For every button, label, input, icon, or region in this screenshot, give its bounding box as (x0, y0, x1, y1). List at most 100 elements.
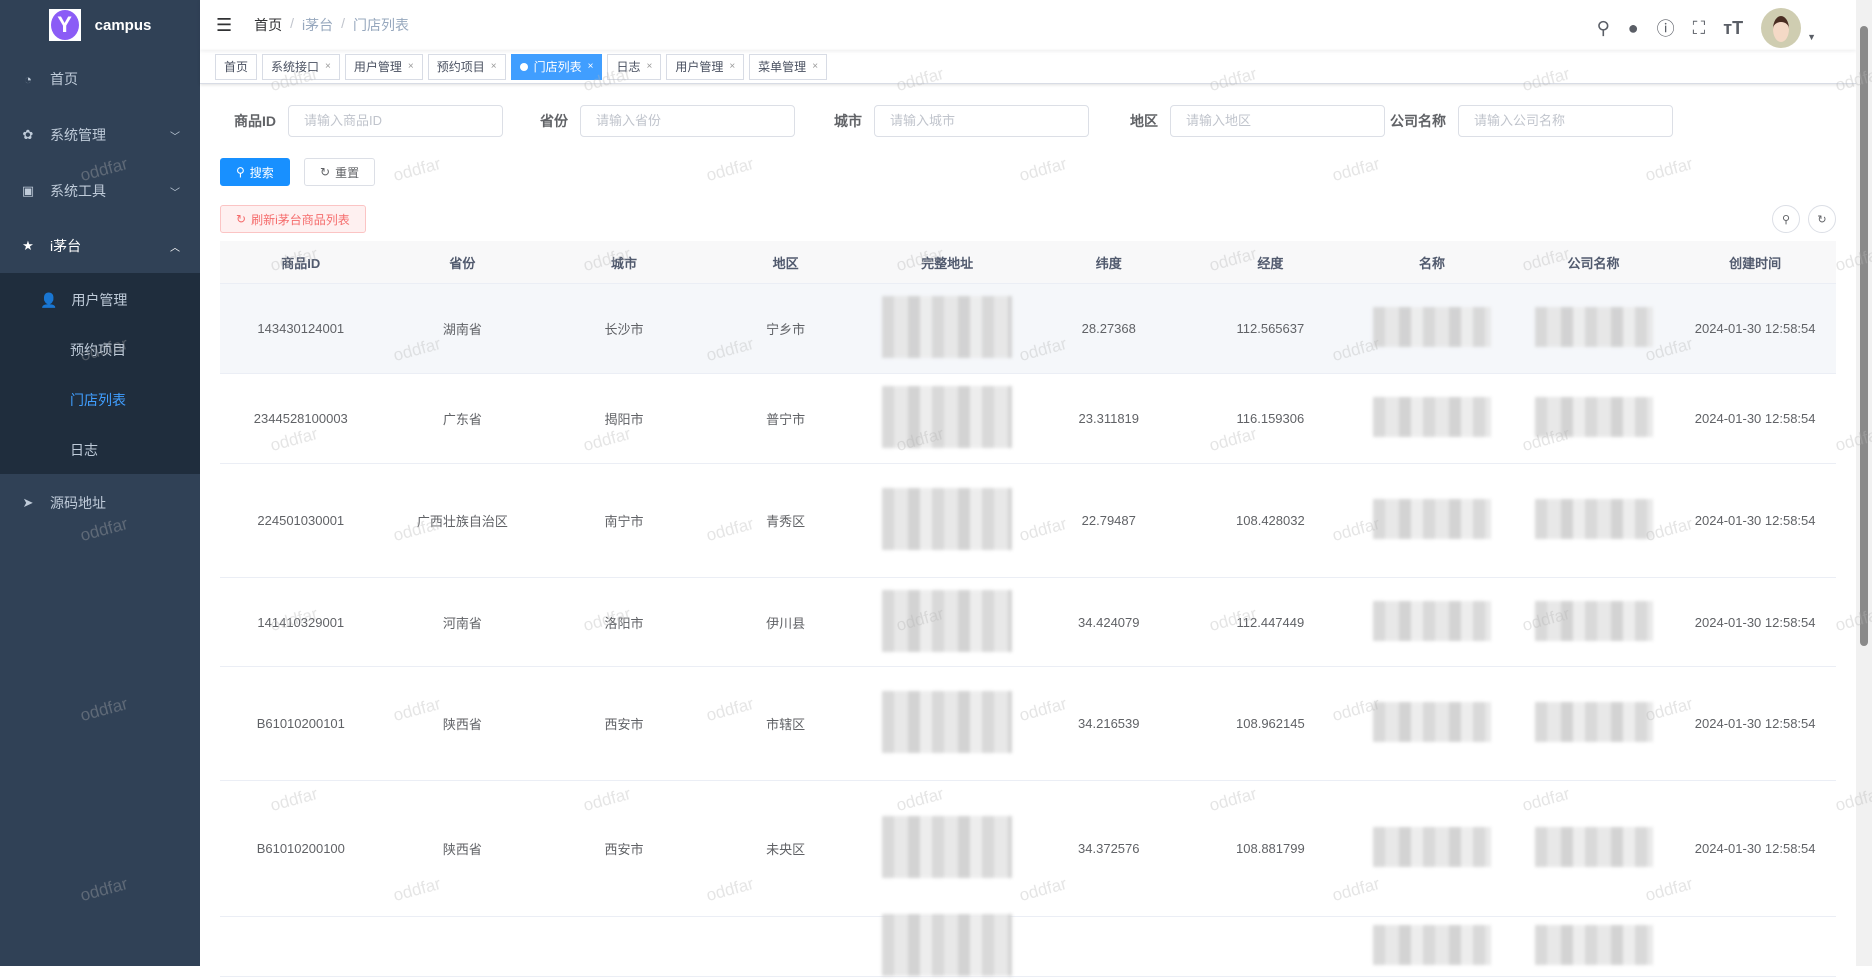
sidebar-item-label: 系统管理 (50, 127, 106, 143)
table-row[interactable]: 141410329001 河南省 洛阳市 伊川县 34.424079 112.447449… (220, 578, 1836, 667)
product-id-input[interactable] (289, 106, 502, 136)
table-row[interactable]: 2344528100003 广东省 揭阳市 普宁市 23.311819 116.15930… (220, 374, 1836, 464)
toggle-search-button[interactable]: ⚲ (1772, 205, 1800, 233)
table-cell: 西安市 (604, 842, 644, 857)
close-icon[interactable]: × (646, 61, 653, 72)
table-cell: 116.159306 (1236, 411, 1305, 426)
table-cell (1513, 925, 1675, 968)
company-input[interactable] (1459, 106, 1672, 136)
tab-label: 系统接口 (271, 60, 320, 74)
sidebar-item-home[interactable]: ◔ 首页 (0, 51, 200, 107)
table-cell: 23.311819 (1078, 411, 1140, 426)
sidebar-item-source[interactable]: ➤ 源码地址 (0, 475, 200, 531)
reset-button[interactable]: ↻ 重置 (304, 158, 376, 186)
logo-icon: Y (48, 9, 81, 41)
field-label: 城市 (834, 113, 862, 129)
table-cell (1351, 925, 1513, 968)
table-row[interactable]: 143430124001 湖南省 长沙市 宁乡市 28.27368 112.565637 2… (220, 284, 1836, 374)
table-cell (866, 589, 1028, 655)
province-input-box[interactable]: 请输入省份 (580, 105, 795, 137)
district-input-box[interactable]: 请输入地区 (1170, 105, 1385, 137)
table-cell: 湖南省 (442, 322, 482, 337)
sidebar-item-store-list[interactable]: 门店列表 (0, 375, 200, 425)
navbar: ☰ 首页 / i茅台 / 门店列表 ⚲ ● ⓘ ⛶ тT ▼ (200, 0, 1856, 50)
table-row[interactable]: B61010200100 陕西省 西安市 未央区 34.372576 108.881799… (220, 781, 1836, 917)
scrollbar-thumb[interactable] (1860, 26, 1868, 646)
breadcrumb-item: 门店列表 (353, 17, 410, 33)
font-size-icon[interactable]: тT (1723, 17, 1744, 38)
redacted-content (1372, 397, 1491, 437)
tab-2[interactable]: 用户管理 × (344, 53, 423, 80)
table-cell: 34.216539 (1078, 716, 1140, 731)
table-cell: 143430124001 (257, 321, 345, 336)
breadcrumb-item[interactable]: 首页 (254, 17, 283, 33)
column-header: 城市 (610, 255, 637, 271)
sidebar-item-user-manage[interactable]: 👤 用户管理 (0, 275, 200, 325)
redacted-content (882, 589, 1013, 652)
tab-1[interactable]: 系统接口 × (262, 53, 340, 80)
breadcrumb: 首页 / i茅台 / 门店列表 (254, 15, 410, 33)
close-icon[interactable]: × (407, 61, 414, 72)
search-button[interactable]: ⚲ 搜索 (220, 158, 290, 186)
table-cell (1513, 702, 1675, 745)
table-cell: 洛阳市 (604, 615, 644, 631)
sidebar-item-tools[interactable]: ▣ 系统工具 ﹀ (0, 163, 200, 219)
table-cell (1351, 827, 1513, 870)
table-row[interactable]: 224501030001 广西壮族自治区 南宁市 青秀区 22.79487 108.428… (220, 464, 1836, 578)
tab-0[interactable]: 首页 (215, 53, 258, 80)
field-label: 公司名称 (1390, 113, 1446, 129)
tab-label: 日志 (616, 60, 641, 74)
close-icon[interactable]: × (812, 61, 819, 72)
close-icon[interactable]: × (729, 61, 736, 72)
table-cell: 28.27368 (1081, 321, 1136, 336)
close-icon[interactable]: × (325, 61, 331, 72)
app-name: campus (94, 16, 152, 34)
sidebar-item-label: i茅台 (50, 238, 82, 254)
search-icon[interactable]: ⚲ (1596, 17, 1610, 38)
tab-6[interactable]: 用户管理 × (666, 53, 745, 80)
close-icon[interactable]: × (490, 61, 497, 72)
hamburger-icon[interactable]: ☰ (216, 14, 233, 35)
sidebar-item-reserve[interactable]: 预约项目 (0, 325, 200, 375)
table-cell: 224501030001 (257, 513, 345, 528)
product-id-input-box[interactable]: 请输入商品ID (288, 105, 503, 137)
redacted-content (1534, 702, 1653, 742)
scrollbar[interactable] (1856, 0, 1872, 966)
help-icon[interactable]: ⓘ (1656, 19, 1675, 39)
sidebar-item-label: 首页 (50, 71, 78, 87)
github-icon[interactable]: ● (1627, 17, 1639, 38)
redacted-content (1372, 925, 1491, 965)
store-table: 商品ID 省份 城市 地区 完整地址 纬度 经度 名称 公司名称 创建时间 143430124001… (220, 241, 1836, 977)
redacted-content (882, 691, 1013, 753)
tab-7[interactable]: 菜单管理 × (749, 53, 828, 80)
avatar[interactable] (1761, 8, 1802, 48)
table-row[interactable]: B61010200101 陕西省 西安市 市辖区 34.216539 108.962145… (220, 667, 1836, 781)
form-item: 城市 请输入城市 (834, 105, 1089, 137)
sidebar-item-system[interactable]: ✿ 系统管理 ﹀ (0, 107, 200, 163)
fullscreen-icon[interactable]: ⛶ (1692, 17, 1706, 38)
company-input-box[interactable]: 请输入公司名称 (1458, 105, 1673, 137)
tab-3[interactable]: 预约项目 × (427, 53, 506, 80)
table-cell: 南宁市 (604, 514, 644, 529)
caret-down-icon[interactable]: ▼ (1807, 32, 1816, 42)
refresh-table-button[interactable]: ↻ (1808, 205, 1836, 233)
close-icon[interactable]: × (587, 61, 594, 72)
table-cell: 2344528100003 (253, 411, 348, 426)
refresh-store-list-button[interactable]: ↻ 刷新i茅台商品列表 (220, 205, 366, 233)
sidebar-item-label: 源码地址 (50, 495, 106, 511)
city-input[interactable] (875, 106, 1088, 136)
province-input[interactable] (581, 106, 794, 136)
sidebar-item-log[interactable]: 日志 (0, 425, 200, 475)
table-row[interactable] (220, 914, 1836, 977)
redacted-content (1534, 827, 1653, 867)
tab-5[interactable]: 日志 × (607, 53, 662, 80)
sidebar-item-label: 用户管理 (71, 292, 128, 308)
table-cell (1513, 499, 1675, 542)
tags-view: 首页 系统接口 × 用户管理 × 预约项目 × 门店列表 × 日志 × 用户管理 × 菜单管理 × (200, 50, 1856, 84)
table-cell: 市辖区 (766, 717, 806, 732)
sidebar-item-imaotai[interactable]: ★ i茅台 ︿ (0, 218, 200, 274)
tab-4[interactable]: 门店列表 × (510, 53, 603, 80)
city-input-box[interactable]: 请输入城市 (874, 105, 1089, 137)
district-input[interactable] (1171, 106, 1384, 136)
